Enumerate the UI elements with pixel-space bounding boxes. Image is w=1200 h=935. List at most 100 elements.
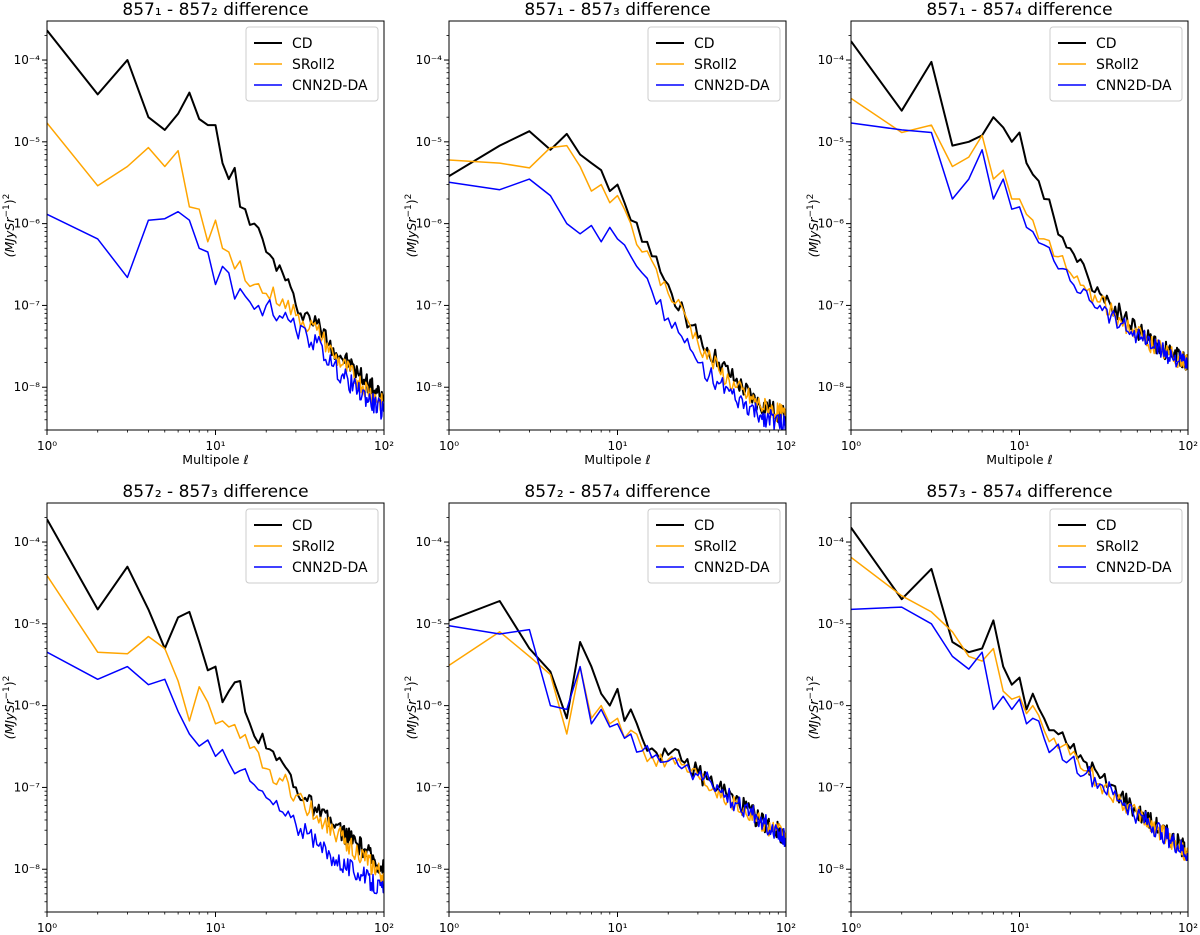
y-label-main: (MJySr: [806, 699, 821, 740]
y-tick-label: 10⁻⁷: [416, 298, 443, 312]
y-tick-label: 10⁻⁵: [416, 135, 443, 149]
x-tick-label: 10²: [776, 439, 796, 453]
series-line-cnn2d-da: [449, 178, 786, 430]
y-label-sup2: 2: [806, 676, 816, 682]
legend-label: CNN2D-DA: [292, 78, 368, 94]
series-line-sroll2: [47, 122, 384, 411]
x-tick-label: 10¹: [607, 439, 627, 453]
legend-label: CNN2D-DA: [1096, 78, 1172, 94]
chart-panel-3: 857₁ - 857₄ difference 10⁰ 10¹ 10² 10⁻⁴ 10⁻⁵ 1…: [806, 0, 1198, 467]
legend-box: [245, 26, 379, 102]
series-group: [47, 29, 384, 420]
y-tick-label: 10⁻⁷: [14, 780, 41, 794]
x-tick-label: 10²: [1178, 921, 1198, 935]
chart-panel-4: 857₂ - 857₃ difference 10⁰ 10¹ 10² 10⁻⁴ 10⁻⁵ 1…: [2, 482, 394, 935]
legend-label: SRoll2: [694, 57, 737, 73]
y-label-sup1: −1: [2, 204, 12, 217]
y-label-paren: ): [2, 199, 17, 204]
series-line-cd: [47, 518, 384, 874]
legend-box: [647, 508, 781, 584]
y-tick-label: 10⁻⁸: [818, 862, 845, 876]
y-tick-label: 10⁻⁴: [416, 53, 443, 67]
y-label-main: (MJySr: [2, 699, 17, 740]
y-label-paren: ): [404, 681, 419, 686]
y-tick-label: 10⁻⁸: [14, 862, 41, 876]
legend-label: CD: [1096, 518, 1117, 534]
x-tick-label: 10²: [1178, 439, 1198, 453]
y-label-main: (MJySr: [2, 217, 17, 258]
legend-label: CNN2D-DA: [694, 78, 770, 94]
y-tick-label: 10⁻⁶: [416, 217, 443, 231]
legend: CD SRoll2 CNN2D-DA: [245, 508, 379, 584]
y-label-paren: ): [806, 681, 821, 686]
y-tick-label: 10⁻⁷: [416, 780, 443, 794]
y-axis-label: (MJySr−1)2: [806, 194, 821, 258]
series-group: [47, 518, 384, 895]
legend-box: [647, 26, 781, 102]
y-label-sup2: 2: [404, 194, 414, 200]
x-tick-label: 10¹: [1009, 921, 1029, 935]
y-label-main: (MJySr: [404, 699, 419, 740]
x-tick-label: 10⁰: [439, 921, 459, 935]
y-tick-label: 10⁻⁷: [818, 298, 845, 312]
legend-label: CD: [694, 518, 715, 534]
chart-title: 857₃ - 857₄ difference: [926, 482, 1112, 502]
x-tick-label: 10²: [776, 921, 796, 935]
series-line-sroll2: [449, 631, 786, 844]
y-tick-label: 10⁻⁵: [818, 617, 845, 631]
x-tick-label: 10⁰: [37, 439, 57, 453]
y-label-main: (MJySr: [404, 217, 419, 258]
chart-panel-1: 857₁ - 857₂ difference 10⁰ 10¹ 10² 10⁻⁴ 10⁻⁵ 1…: [2, 0, 394, 467]
series-group: [449, 130, 786, 430]
y-tick-label: 10⁻⁸: [416, 862, 443, 876]
y-axis-label: (MJySr−1)2: [2, 676, 17, 740]
legend: CD SRoll2 CNN2D-DA: [647, 26, 781, 102]
legend-label: SRoll2: [1096, 57, 1139, 73]
x-tick-label: 10²: [374, 439, 394, 453]
y-label-paren: ): [2, 681, 17, 686]
y-axis-label: (MJySr−1)2: [404, 676, 419, 740]
chart-panel-6: 857₃ - 857₄ difference 10⁰ 10¹ 10² 10⁻⁴ 10⁻⁵ 1…: [806, 482, 1198, 935]
x-axis-label: Multipole ℓ: [584, 452, 650, 467]
y-label-sup2: 2: [404, 676, 414, 682]
y-tick-label: 10⁻⁴: [14, 53, 41, 67]
chart-title: 857₁ - 857₄ difference: [926, 0, 1112, 20]
x-tick-label: 10¹: [1009, 439, 1029, 453]
series-line-cd: [47, 29, 384, 403]
y-label-sup2: 2: [2, 194, 12, 200]
x-tick-label: 10⁰: [841, 921, 861, 935]
legend-label: CNN2D-DA: [1096, 560, 1172, 576]
x-axis-label: Multipole ℓ: [182, 452, 248, 467]
y-tick-label: 10⁻⁸: [416, 380, 443, 394]
x-tick-label: 10¹: [205, 921, 225, 935]
legend: CD SRoll2 CNN2D-DA: [245, 26, 379, 102]
legend-label: SRoll2: [292, 539, 335, 555]
y-tick-label: 10⁻⁴: [818, 53, 845, 67]
legend-label: CD: [694, 36, 715, 52]
y-tick-label: 10⁻⁷: [14, 298, 41, 312]
x-tick-label: 10⁰: [37, 921, 57, 935]
y-tick-label: 10⁻⁸: [818, 380, 845, 394]
y-label-paren: ): [806, 199, 821, 204]
series-line-cnn2d-da: [47, 651, 384, 895]
series-line-sroll2: [851, 97, 1188, 371]
series-line-cnn2d-da: [851, 122, 1188, 369]
x-tick-label: 10⁰: [841, 439, 861, 453]
series-line-sroll2: [449, 144, 786, 424]
y-tick-label: 10⁻⁶: [818, 217, 845, 231]
y-label-paren: ): [404, 199, 419, 204]
y-tick-label: 10⁻⁵: [14, 135, 41, 149]
legend: CD SRoll2 CNN2D-DA: [1049, 508, 1183, 584]
legend-label: CD: [292, 518, 313, 534]
legend: CD SRoll2 CNN2D-DA: [647, 508, 781, 584]
series-line-cnn2d-da: [449, 624, 786, 848]
y-tick-label: 10⁻⁵: [416, 617, 443, 631]
y-axis-label: (MJySr−1)2: [2, 194, 17, 258]
series-line-cnn2d-da: [47, 210, 384, 420]
series-group: [851, 527, 1188, 862]
y-label-sup2: 2: [2, 676, 12, 682]
y-tick-label: 10⁻⁴: [416, 535, 443, 549]
y-label-sup1: −1: [404, 204, 414, 217]
series-line-cd: [449, 130, 786, 426]
